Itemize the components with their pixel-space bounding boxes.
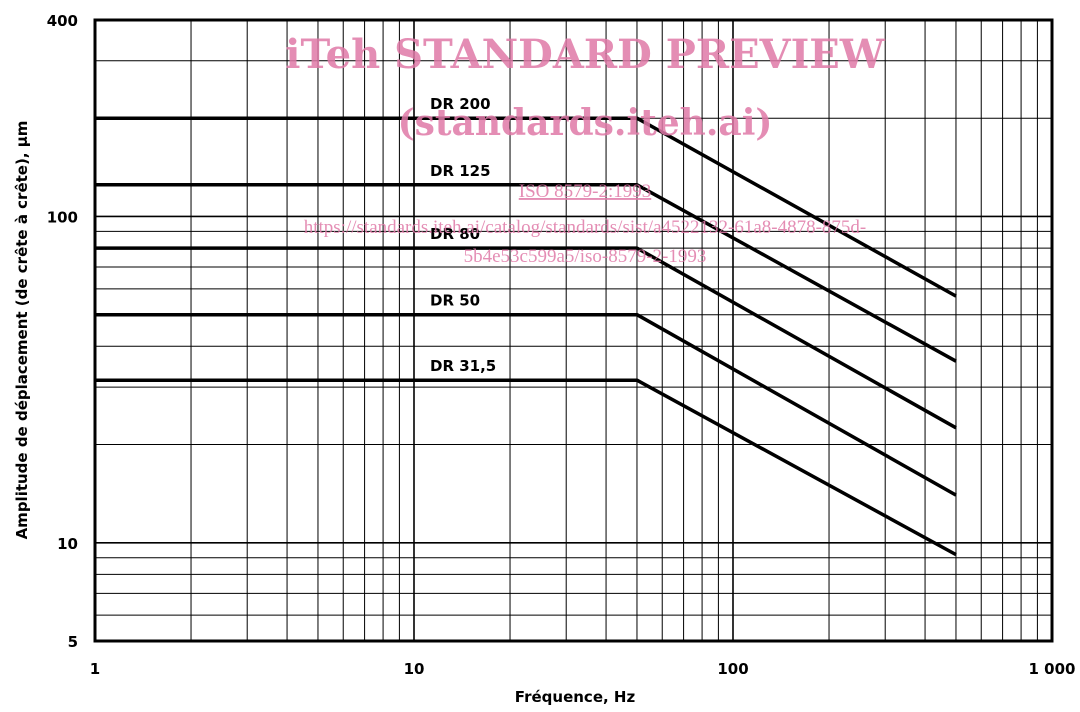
series-line-0 [95,116,957,298]
series-labels: DR 200 DR 125 DR 80 DR 50 DR 31,5 [430,95,496,375]
y-tick-label: 400 [47,12,78,30]
watermark-url-cont: 5b4e53c599a5/iso-8579-2-1993 [464,246,707,267]
watermark: iTeh STANDARD PREVIEW (standards.iteh.ai… [285,31,886,267]
series-line-3 [95,312,957,497]
watermark-title: iTeh STANDARD PREVIEW [285,31,886,78]
plot-frame [93,18,1054,643]
x-tick-label: 1 000 [1029,660,1076,678]
y-tick-label: 100 [47,209,78,227]
watermark-standard: ISO 8579-2:1993 [519,181,651,202]
watermark-subtitle: (standards.iteh.ai) [398,102,773,144]
y-axis-label: Amplitude de déplacement (de crête à crê… [13,121,31,540]
series-line-1 [95,183,957,363]
plot-border [93,18,1054,643]
series-line-2 [95,246,957,430]
series-label-2: DR 80 [430,225,480,243]
series-line-4 [95,378,957,557]
series-lines [95,116,957,557]
grid [95,20,1052,641]
x-tick-label: 100 [717,660,748,678]
series-label-1: DR 125 [430,162,491,180]
watermark-url: https://standards.iteh.ai/catalog/standa… [304,217,867,238]
series-label-0: DR 200 [430,95,491,113]
series-label-3: DR 50 [430,292,480,310]
x-tick-label: 1 [90,660,100,678]
y-tick-label: 10 [57,535,78,553]
y-tick-label: 5 [68,633,78,651]
tick-labels: 1 10 100 1 000 5 10 100 400 [47,12,1076,678]
series-label-4: DR 31,5 [430,357,496,375]
x-axis-label: Fréquence, Hz [515,688,636,706]
x-tick-label: 10 [404,660,425,678]
